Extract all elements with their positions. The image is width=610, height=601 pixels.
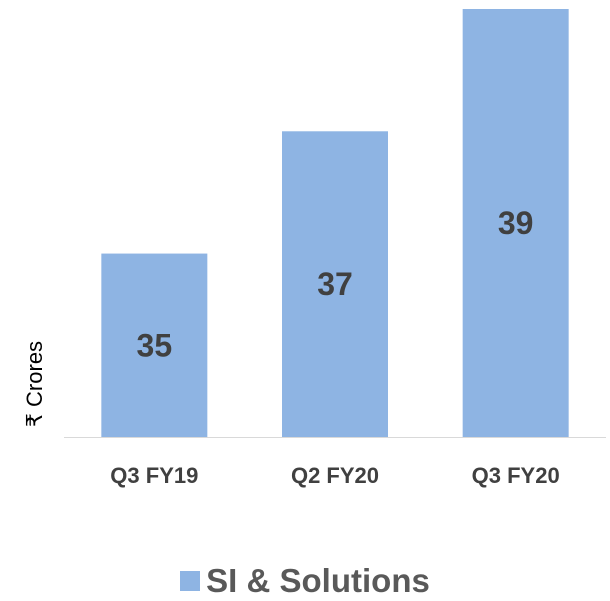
x-tick-label-q2-fy20: Q2 FY20 [291,463,379,488]
bar-q3-fy19 [101,253,208,437]
x-tick-labels-group: Q3 FY19 Q2 FY20 Q3 FY20 [110,463,559,488]
x-tick-label-q3-fy20: Q3 FY20 [472,463,560,488]
bar-chart: 35 37 39 Q3 FY19 Q2 FY20 Q3 FY20 ₹ Crores [22,9,606,488]
data-label-q3-fy19: 35 [137,327,173,363]
data-label-q2-fy20: 37 [317,266,353,302]
bar-q2-fy20 [282,131,388,438]
x-tick-label-q3-fy19: Q3 FY19 [110,463,198,488]
y-axis-label: ₹ Crores [22,341,47,427]
legend-swatch [180,571,201,591]
legend: SI & Solutions [0,561,610,601]
bar-q3-fy20 [462,9,569,437]
legend-label-si-solutions: SI & Solutions [206,562,430,599]
data-label-q3-fy20: 39 [498,205,534,241]
bars-group [101,9,569,438]
value-labels-group: 35 37 39 [137,205,534,363]
